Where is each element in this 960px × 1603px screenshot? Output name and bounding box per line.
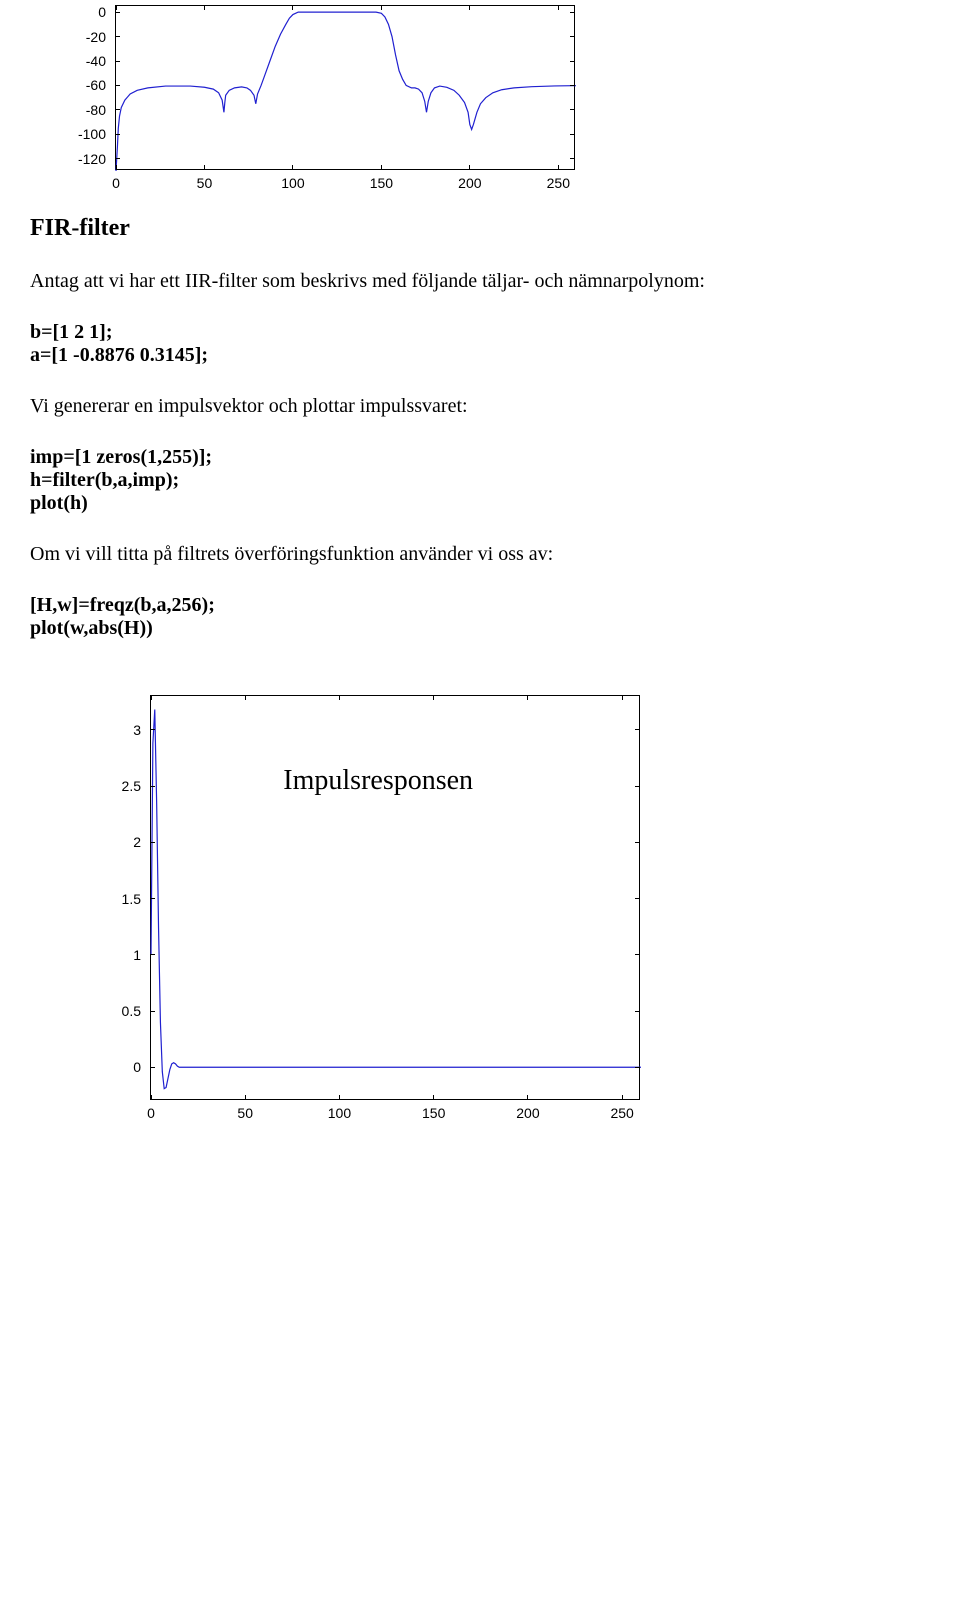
chart-bottom-xtick-mark	[527, 1095, 528, 1100]
chart-bottom-xtick-mark	[245, 1095, 246, 1100]
page: 0501001502002500-20-40-60-80-100-120 FIR…	[0, 0, 960, 1138]
chart-top-ytick-mark	[570, 85, 575, 86]
chart-top-ytick-label: 0	[98, 4, 106, 20]
chart-bottom-xtick-label: 150	[422, 1105, 445, 1121]
chart-top-xtick-mark	[558, 5, 559, 10]
chart-top-ytick-mark	[115, 36, 120, 37]
chart-bottom-ytick-mark	[635, 786, 640, 787]
chart-top-xtick-label: 150	[370, 175, 393, 191]
chart-top-xtick-mark	[381, 165, 382, 170]
chart-top-xtick-label: 50	[197, 175, 213, 191]
chart-bottom-title: Impulsresponsen	[283, 765, 473, 797]
chart-bottom-xtick-label: 0	[147, 1105, 155, 1121]
code-line-a: a=[1 -0.8876 0.3145];	[30, 344, 930, 367]
code-line-ploth: plot(h)	[30, 492, 930, 515]
chart-top-xtick-mark	[204, 5, 205, 10]
chart-bottom-ytick-mark	[635, 1011, 640, 1012]
chart-bottom-ytick-label: 1.5	[122, 891, 141, 907]
chart-bottom-xtick-label: 200	[516, 1105, 539, 1121]
chart-top-plot-area: 0501001502002500-20-40-60-80-100-120	[115, 5, 575, 170]
chart-bottom-ytick-mark	[635, 898, 640, 899]
chart-bottom-xtick-label: 100	[328, 1105, 351, 1121]
chart-top-xtick-label: 0	[112, 175, 120, 191]
chart-bottom-ytick-mark	[150, 898, 155, 899]
chart-bottom-container: 0 50 100 150 200 250 0 0.5 1 1.5 2 2.5 3 Impulsrespon…	[90, 680, 650, 1138]
code-line-imp: imp=[1 zeros(1,255)];	[30, 446, 930, 469]
paragraph-1: Antag att vi har ett IIR-filter som besk…	[30, 270, 930, 293]
chart-bottom-xtick-mark	[151, 695, 152, 700]
chart-top-xtick-mark	[469, 165, 470, 170]
chart-top-xtick-mark	[469, 5, 470, 10]
chart-top-xtick-mark	[116, 165, 117, 170]
chart-top-ytick-mark	[115, 12, 120, 13]
chart-bottom-xtick-mark	[527, 695, 528, 700]
chart-bottom-ytick-mark	[635, 842, 640, 843]
chart-top-ytick-mark	[570, 61, 575, 62]
chart-bottom-xtick-mark	[622, 1095, 623, 1100]
chart-bottom-xtick-mark	[151, 1095, 152, 1100]
chart-bottom-plot-area: 05010015020025000.511.522.53Impulsrespon…	[150, 695, 640, 1100]
chart-top-ytick-mark	[115, 134, 120, 135]
chart-bottom-xtick-mark	[339, 695, 340, 700]
chart-top-ytick-label: -120	[78, 151, 106, 167]
chart-top-xtick-mark	[381, 5, 382, 10]
chart-bottom-ytick-mark	[150, 1011, 155, 1012]
chart-bottom-ytick-label: 2	[133, 834, 141, 850]
chart-bottom-ytick-mark	[150, 786, 155, 787]
chart-top-container: 0501001502002500-20-40-60-80-100-120	[50, 0, 540, 195]
chart-bottom-ytick-mark	[635, 954, 640, 955]
chart-top-line	[116, 6, 576, 171]
chart-top-ytick-mark	[115, 109, 120, 110]
chart-top-ytick-label: -60	[86, 77, 106, 93]
code-line-plotw: plot(w,abs(H))	[30, 617, 930, 640]
chart-top-ytick-mark	[570, 12, 575, 13]
paragraph-2: Vi genererar en impulsvektor och plottar…	[30, 395, 930, 418]
chart-top-ytick-mark	[570, 134, 575, 135]
section-title: FIR-filter	[30, 215, 930, 242]
chart-bottom-ytick-mark	[150, 842, 155, 843]
chart-bottom-xtick-mark	[433, 1095, 434, 1100]
chart-top-ytick-label: -40	[86, 53, 106, 69]
chart-bottom-ytick-mark	[150, 1067, 155, 1068]
chart-top-ytick-label: -20	[86, 29, 106, 45]
chart-top-xtick-label: 100	[281, 175, 304, 191]
chart-bottom-ytick-label: 0.5	[122, 1003, 141, 1019]
chart-bottom-xtick-mark	[622, 695, 623, 700]
chart-top-xtick-mark	[292, 5, 293, 10]
chart-bottom-ytick-mark	[635, 1067, 640, 1068]
chart-bottom-xtick-mark	[245, 695, 246, 700]
chart-top-xtick-mark	[558, 165, 559, 170]
text-block: FIR-filter Antag att vi har ett IIR-filt…	[0, 195, 960, 650]
chart-top-xtick-mark	[292, 165, 293, 170]
chart-bottom-xtick-mark	[433, 695, 434, 700]
code-line-h: h=filter(b,a,imp);	[30, 469, 930, 492]
chart-bottom-line	[151, 696, 641, 1101]
chart-top-ytick-label: -100	[78, 126, 106, 142]
chart-top-ytick-label: -80	[86, 102, 106, 118]
chart-bottom-xtick-mark	[339, 1095, 340, 1100]
chart-top-ytick-mark	[570, 36, 575, 37]
chart-bottom-ytick-mark	[150, 729, 155, 730]
chart-bottom-xtick-label: 50	[237, 1105, 253, 1121]
chart-top-xtick-mark	[204, 165, 205, 170]
chart-top-xtick-label: 200	[458, 175, 481, 191]
chart-top-ytick-mark	[570, 109, 575, 110]
chart-bottom-ytick-label: 3	[133, 722, 141, 738]
chart-top-ytick-mark	[570, 158, 575, 159]
chart-bottom-ytick-mark	[150, 954, 155, 955]
chart-bottom-ytick-label: 1	[133, 947, 141, 963]
chart-top-ytick-mark	[115, 158, 120, 159]
chart-top-ytick-mark	[115, 61, 120, 62]
code-line-b: b=[1 2 1];	[30, 321, 930, 344]
chart-bottom-xtick-label: 250	[610, 1105, 633, 1121]
paragraph-3: Om vi vill titta på filtrets överförings…	[30, 543, 930, 566]
chart-bottom-ytick-label: 2.5	[122, 778, 141, 794]
chart-top-xtick-mark	[116, 5, 117, 10]
chart-top-ytick-mark	[115, 85, 120, 86]
chart-bottom-ytick-mark	[635, 729, 640, 730]
code-line-freqz: [H,w]=freqz(b,a,256);	[30, 594, 930, 617]
chart-bottom-ytick-label: 0	[133, 1059, 141, 1075]
chart-top-xtick-label: 250	[547, 175, 570, 191]
